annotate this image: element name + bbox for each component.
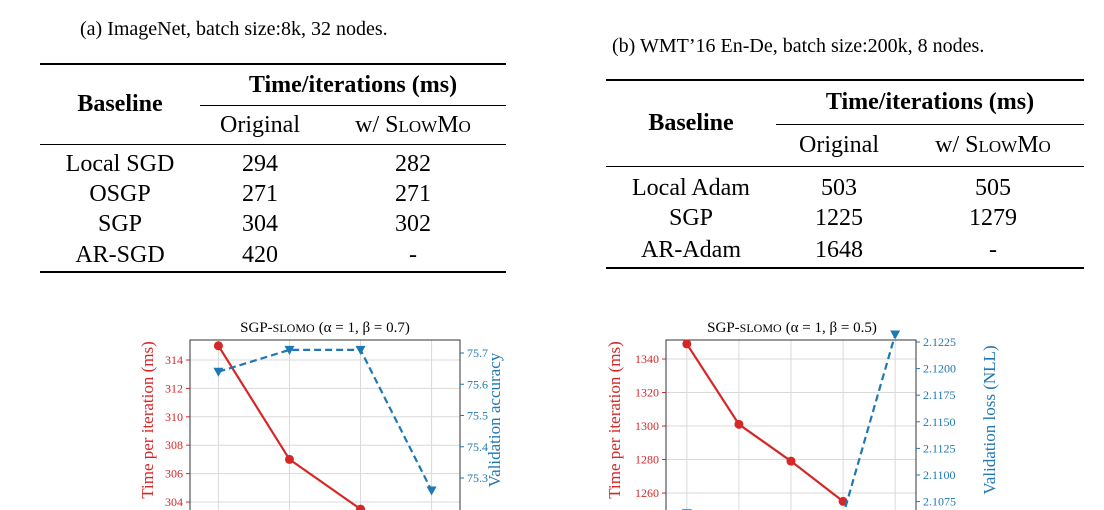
chart-b-ylabel-left: Time per iteration (ms) [605,341,624,499]
right-tick-label: 2.1175 [923,388,956,402]
left-tick-label: 310 [165,410,183,424]
table-cell: 271 [242,180,278,207]
table-a-header-group: Time/iterations (ms) [200,64,506,106]
table-cell: 1225 [815,204,863,231]
series-accuracy-line [218,348,433,491]
left-tick-label: 1300 [635,419,659,433]
left-tick-label: 1320 [635,386,659,400]
right-tick-label: 2.1075 [923,495,956,509]
right-tick-label: 75.5 [467,409,488,423]
chart-a-ylabel-left: Time per iteration (ms) [138,341,157,499]
table-row: AR-Adam [641,236,741,263]
chart-b: SGP-SLOMO (α = 1, β = 0.5) Time per itera… [605,320,999,510]
table-b-col-slowmo: w/ SlowMo [935,132,1051,158]
right-tick-label: 2.1100 [923,468,956,482]
table-cell: 304 [242,210,278,237]
table-cell: 271 [395,180,431,207]
table-cell: 420 [242,241,278,268]
chart-b-title: SGP-SLOMO (α = 1, β = 0.5) [707,320,877,336]
series-time-point [734,419,744,429]
series-time-line [685,343,844,503]
left-tick-label: 1280 [635,453,659,467]
table-cell: 294 [242,150,278,177]
left-tick-label: 312 [165,381,183,395]
table-cell: - [989,236,997,263]
right-tick-label: 75.4 [467,440,488,454]
right-tick-label: 75.7 [467,346,488,360]
series-accuracy-point [284,345,295,355]
series-loss-point [890,330,901,340]
series-accuracy-point [213,367,224,377]
left-tick-label: 304 [165,495,183,509]
series-time-point [682,339,692,349]
table-row: SGP [97,210,143,237]
table-row: Local Adam [632,174,750,201]
table-cell: 505 [975,174,1011,201]
series-time-point [356,504,366,510]
table-row: AR-SGD [75,241,165,268]
table-row: OSGP [89,180,151,207]
table-b-caption: (b) WMT’16 En-De, batch size:200k, 8 nod… [612,35,985,57]
series-accuracy-point [426,486,437,496]
chart-a-title: SGP-SLOMO (α = 1, β = 0.7) [240,320,410,336]
table-row: SGP [668,204,714,231]
table-a-header-baseline: Baseline [77,91,163,117]
table-b-header-group: Time/iterations (ms) [776,80,1084,125]
right-tick-label: 75.6 [467,377,488,391]
right-tick-label: 2.1125 [923,441,956,455]
series-time-point [213,341,223,351]
table-cell: 302 [395,210,431,237]
left-tick-label: 306 [165,467,183,481]
table-row: Local SGD [65,150,175,177]
series-time-point [284,454,294,464]
left-tick-label: 1340 [635,352,659,366]
left-tick-label: 308 [165,438,183,452]
table-a-caption: (a) ImageNet, batch size:8k, 32 nodes. [80,18,388,40]
table-a: Baseline Time/iterations (ms) Original w… [40,63,506,273]
table-b-col-original: Original [799,132,879,158]
table-cell: 1279 [969,204,1017,231]
table-cell: 282 [395,150,431,177]
right-tick-label: 2.1225 [923,335,956,349]
table-b: Baseline Time/iterations (ms) Original w… [606,79,1084,269]
chart-b-ylabel-right: Validation loss (NLL) [980,345,999,494]
table-a-col-slowmo: w/ SlowMo [355,111,471,138]
table-cell: 1648 [815,236,863,263]
table-cell: 503 [821,174,857,201]
table-b-header-baseline: Baseline [648,110,734,136]
right-tick-label: 2.1200 [923,362,956,376]
series-loss-line [843,334,897,510]
chart-a: SGP-SLOMO (α = 1, β = 0.7) Time per itera… [138,320,504,510]
chart-a-plot-frame [189,339,461,510]
table-cell: - [409,241,417,268]
series-accuracy-point [355,345,366,355]
chart-a-ylabel-right: Validation accuracy [485,352,504,487]
chart-b-plot-frame [665,339,917,510]
right-tick-label: 2.1150 [923,415,956,429]
left-tick-label: 1260 [635,486,659,500]
right-tick-label: 75.3 [467,471,488,485]
table-a-col-original: Original [220,111,300,138]
series-time-point [786,456,796,466]
left-tick-label: 314 [165,353,183,367]
